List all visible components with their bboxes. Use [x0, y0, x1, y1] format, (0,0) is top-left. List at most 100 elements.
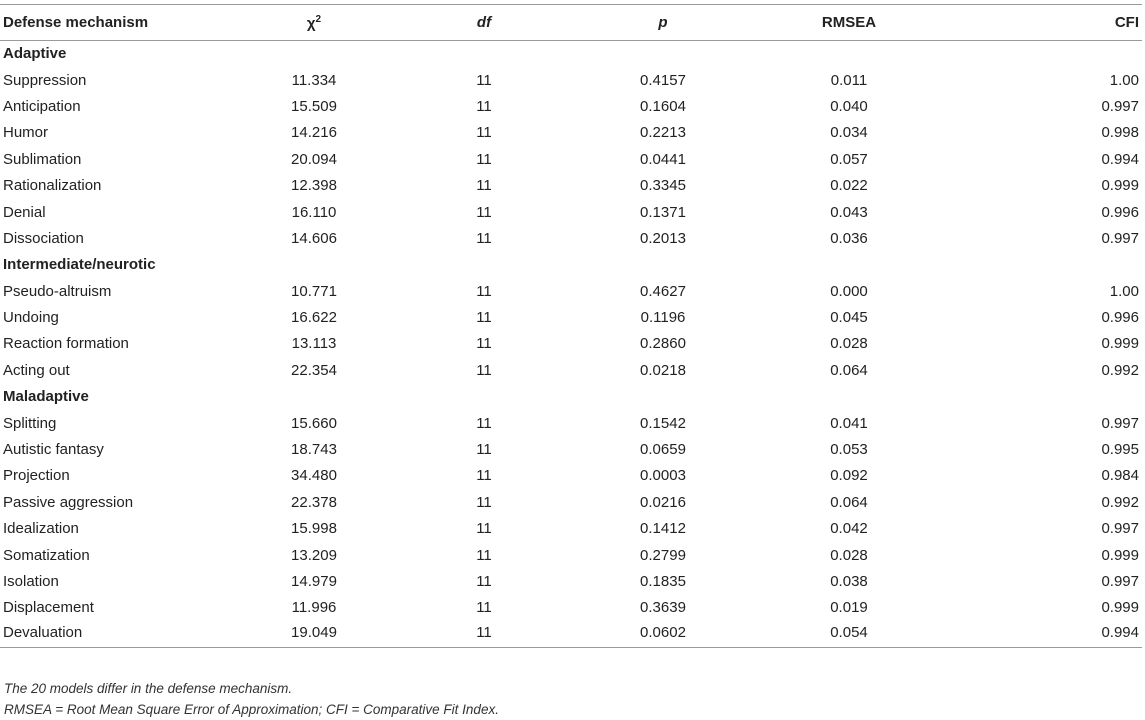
cell-df: 11: [476, 441, 492, 459]
table-row: Isolation 14.979 11 0.1835 0.038 0.997: [0, 568, 1142, 594]
header-cfi: CFI: [950, 4, 1142, 41]
cell-rmsea: 0.057: [830, 150, 868, 168]
table-notes: The 20 models differ in the defense mech…: [4, 678, 499, 720]
cell-df: 11: [476, 229, 492, 247]
cell-df: 11: [476, 414, 492, 432]
cell-df: 11: [476, 546, 492, 564]
cell-mechanism: Reaction formation: [3, 335, 129, 353]
header-row: Defense mechanism χ2 df p RMSEA CFI: [0, 4, 1142, 41]
table-row: Autistic fantasy 18.743 11 0.0659 0.053 0.995: [0, 436, 1142, 462]
cell-p: 0.2013: [640, 229, 686, 247]
cell-chi-square: 13.113: [291, 335, 337, 353]
cell-rmsea: 0.054: [748, 621, 950, 648]
table-row: Acting out 22.354 11 0.0218 0.064 0.992: [0, 357, 1142, 383]
section-row: Maladaptive: [0, 384, 1142, 410]
cell-p: 0.0218: [640, 361, 686, 379]
cell-mechanism: Undoing: [3, 309, 59, 327]
cell-mechanism: Idealization: [3, 520, 79, 538]
cell-cfi: 0.999: [1101, 335, 1139, 353]
cell-chi-square: 16.622: [291, 309, 337, 327]
table-row: Projection 34.480 11 0.0003 0.092 0.984: [0, 463, 1142, 489]
cell-rmsea: 0.011: [830, 71, 868, 89]
cell-p: 0.4157: [640, 71, 686, 89]
cell-chi-square: 13.209: [291, 546, 337, 564]
cell-rmsea: 0.028: [830, 335, 868, 353]
cell-mechanism: Somatization: [3, 546, 90, 564]
cell-cfi: 1.00: [1109, 282, 1139, 300]
cell-cfi: 0.996: [1101, 203, 1139, 221]
cell-cfi: 0.998: [1101, 124, 1139, 142]
table-row: Anticipation 15.509 11 0.1604 0.040 0.997: [0, 93, 1142, 119]
cell-p: 0.1542: [640, 414, 686, 432]
table-body: Adaptive Suppression 11.334 11 0.4157 0.011 1.…: [0, 41, 1142, 648]
cell-rmsea: 0.043: [830, 203, 868, 221]
cell-cfi: 0.997: [1101, 520, 1139, 538]
cell-df: 11: [476, 573, 492, 590]
cell-mechanism: Acting out: [3, 361, 70, 379]
cell-cfi: 0.999: [1101, 177, 1139, 195]
cell-cfi: 0.994: [1101, 150, 1139, 168]
header-rmsea: RMSEA: [748, 4, 950, 41]
cell-df: 11: [476, 361, 492, 379]
cell-df: 11: [476, 309, 492, 327]
cell-p: 0.2860: [640, 335, 686, 353]
cell-rmsea: 0.053: [830, 441, 868, 459]
cell-mechanism: Denial: [3, 203, 46, 221]
cell-mechanism: Suppression: [3, 71, 87, 89]
cell-rmsea: 0.064: [830, 361, 868, 379]
cell-rmsea: 0.064: [830, 493, 868, 511]
cell-rmsea: 0.041: [830, 414, 868, 432]
cell-chi-square: 34.480: [291, 467, 337, 485]
cell-chi-square: 18.743: [291, 441, 337, 459]
cell-p: 0.2799: [640, 546, 686, 564]
cell-cfi: 0.994: [950, 621, 1142, 648]
cell-p: 0.1604: [640, 97, 686, 115]
cell-cfi: 0.999: [1101, 546, 1139, 564]
table-row: Rationalization 12.398 11 0.3345 0.022 0.999: [0, 172, 1142, 198]
cell-p: 0.2213: [640, 124, 686, 142]
cell-df: 11: [476, 150, 492, 168]
note-models: The 20 models differ in the defense mech…: [4, 681, 293, 696]
cell-mechanism: Pseudo-altruism: [3, 282, 112, 300]
cell-chi-square: 15.660: [291, 414, 337, 432]
cell-p: 0.1835: [640, 573, 686, 590]
cell-chi-square: 19.049: [238, 621, 390, 648]
cell-mechanism: Passive aggression: [3, 493, 134, 511]
cell-chi-square: 14.979: [291, 573, 337, 590]
cell-chi-square: 22.378: [291, 493, 337, 511]
cell-mechanism: Humor: [3, 124, 49, 142]
table-row: Humor 14.216 11 0.2213 0.034 0.998: [0, 120, 1142, 146]
cell-cfi: 0.992: [1101, 361, 1139, 379]
cell-cfi: 0.999: [1101, 599, 1139, 617]
cell-chi-square: 11.996: [291, 599, 337, 617]
cell-mechanism: Devaluation: [0, 621, 238, 648]
cell-p: 0.0602: [578, 621, 748, 648]
cell-rmsea: 0.034: [830, 124, 868, 142]
section-row: Intermediate/neurotic: [0, 252, 1142, 278]
cell-df: 11: [476, 520, 492, 538]
cell-chi-square: 15.998: [291, 520, 337, 538]
cell-mechanism: Dissociation: [3, 229, 84, 247]
cell-rmsea: 0.045: [830, 309, 868, 327]
cell-mechanism: Isolation: [3, 573, 59, 590]
table-header: Defense mechanism χ2 df p RMSEA CFI: [0, 4, 1142, 41]
cell-df: 11: [476, 493, 492, 511]
table-row: Undoing 16.622 11 0.1196 0.045 0.996: [0, 304, 1142, 330]
cell-df: 11: [476, 124, 492, 142]
cell-df: 11: [390, 621, 578, 648]
cell-p: 0.3345: [640, 177, 686, 195]
table-row: Sublimation 20.094 11 0.0441 0.057 0.994: [0, 146, 1142, 172]
cell-df: 11: [476, 335, 492, 353]
cell-chi-square: 15.509: [291, 97, 337, 115]
cell-p: 0.0441: [640, 150, 686, 168]
cell-cfi: 0.984: [1101, 467, 1139, 485]
table-row: Devaluation 19.049 11 0.0602 0.054 0.994: [0, 621, 1142, 648]
table-row: Denial 16.110 11 0.1371 0.043 0.996: [0, 199, 1142, 225]
cell-chi-square: 20.094: [291, 150, 337, 168]
cell-rmsea: 0.040: [830, 97, 868, 115]
table-row: Pseudo-altruism 10.771 11 0.4627 0.000 1.00: [0, 278, 1142, 304]
table-row: Dissociation 14.606 11 0.2013 0.036 0.997: [0, 225, 1142, 251]
cell-rmsea: 0.028: [830, 546, 868, 564]
cell-chi-square: 12.398: [291, 177, 337, 195]
